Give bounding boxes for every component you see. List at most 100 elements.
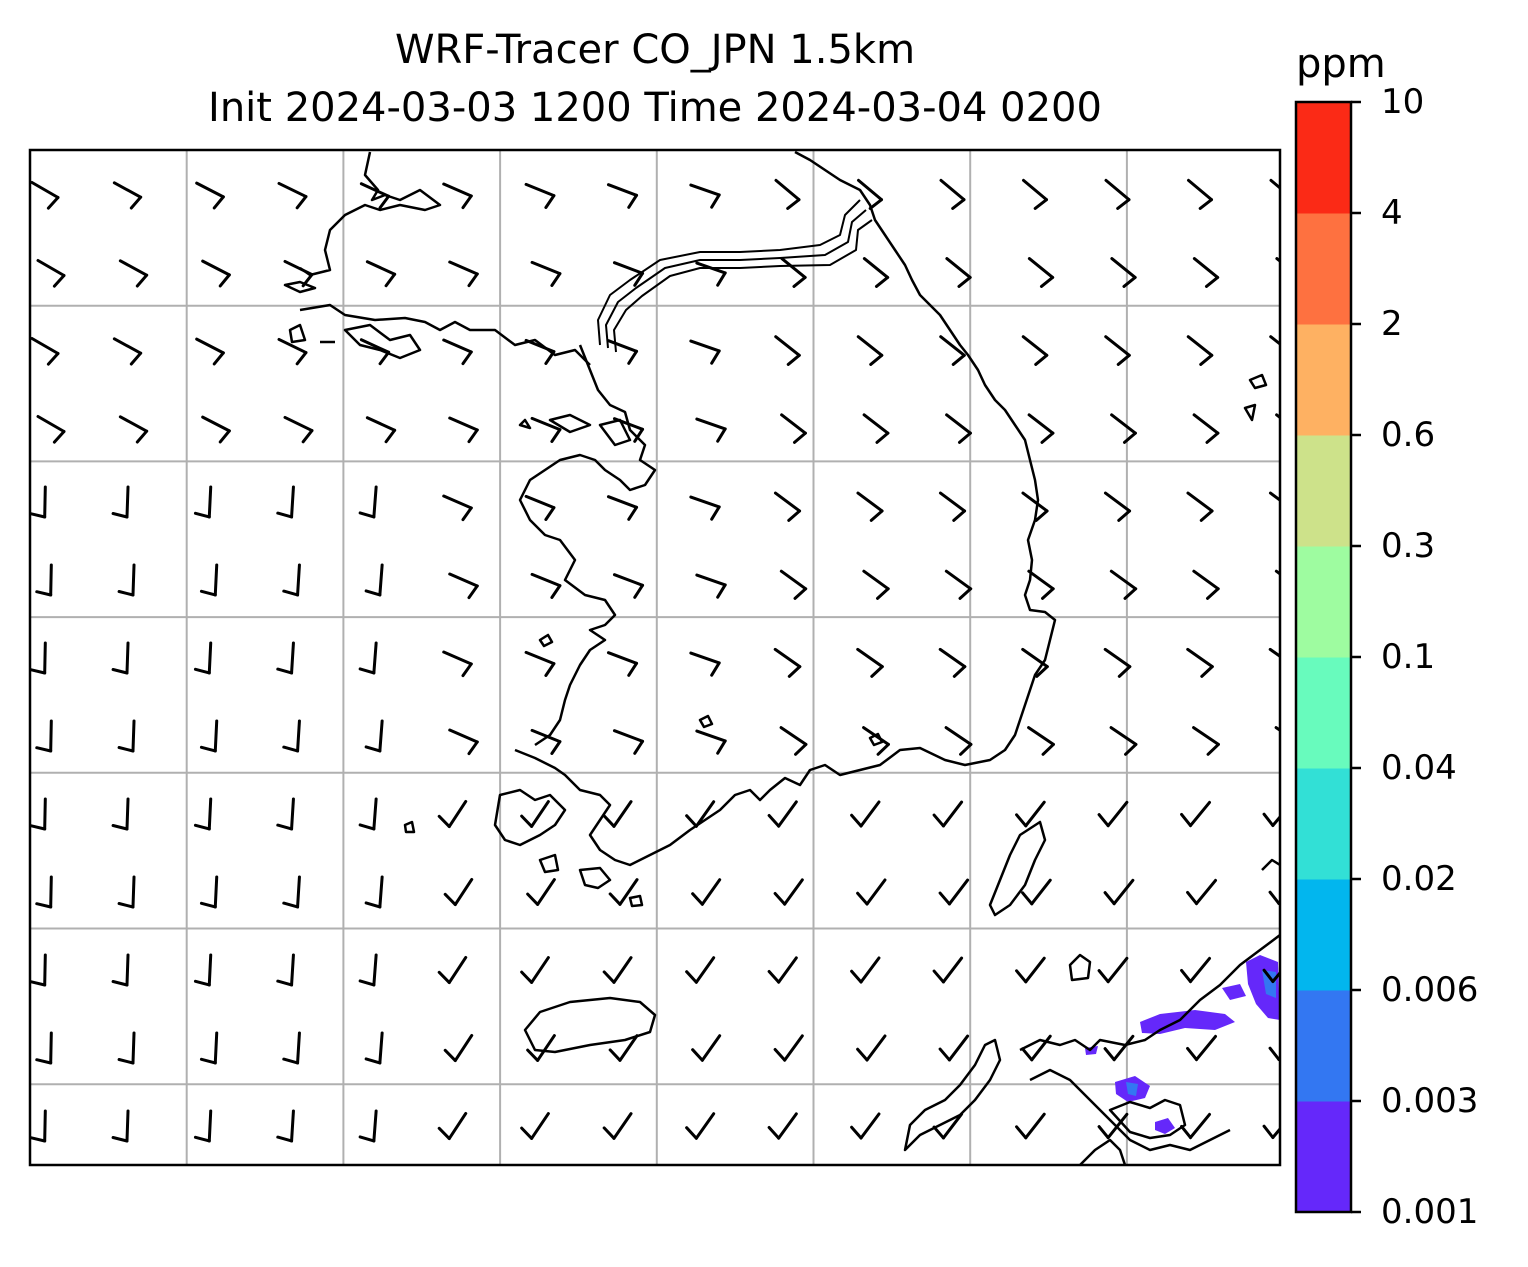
wind-barb <box>685 956 716 984</box>
wind-barb <box>437 1111 468 1141</box>
wind-barb <box>691 1034 722 1062</box>
wind-barb <box>689 339 721 365</box>
wind-barb <box>201 415 231 444</box>
wind-barb <box>689 495 721 521</box>
colorbar-tick-label: 0.006 <box>1381 970 1479 1010</box>
wind-barb <box>932 800 964 828</box>
colorbar-tick-label: 0.001 <box>1381 1192 1479 1232</box>
wind-barb <box>850 1112 881 1140</box>
wind-barb <box>1268 647 1280 659</box>
wind-barb <box>35 563 53 597</box>
wind-barb <box>530 728 562 755</box>
wind-barb <box>1192 569 1220 600</box>
wind-barb <box>1015 1112 1046 1140</box>
wind-barb <box>524 650 556 677</box>
wind-barb <box>939 335 966 366</box>
wind-barb <box>606 495 639 521</box>
wind-barb <box>1097 800 1129 828</box>
wind-barb <box>442 494 473 522</box>
wind-barb <box>857 178 883 210</box>
map-frame <box>28 148 1282 1167</box>
wind-barb <box>282 1031 301 1065</box>
wind-barb <box>524 494 556 521</box>
wind-barb <box>773 647 802 678</box>
colorbar-tick-label: 0.3 <box>1381 526 1436 566</box>
wind-barb <box>359 338 391 366</box>
wind-barb <box>1103 491 1132 522</box>
wind-barb <box>939 178 966 210</box>
wind-barb <box>850 956 881 984</box>
wind-barb <box>193 485 213 519</box>
wind-barb <box>193 1109 213 1143</box>
wind-barb <box>773 1034 804 1062</box>
wind-barb <box>862 569 890 600</box>
wind-barb <box>193 953 213 987</box>
wind-barb <box>520 956 550 984</box>
wind-barb <box>612 573 645 599</box>
wind-barb <box>30 181 60 210</box>
wind-barb <box>30 953 47 987</box>
wind-barb <box>1186 335 1214 366</box>
wind-barb <box>938 878 970 906</box>
colorbar-segment <box>1296 546 1351 658</box>
wind-barb <box>938 647 967 678</box>
wind-barb <box>1103 1034 1135 1062</box>
wind-barb <box>526 878 556 906</box>
wind-barb <box>695 261 727 287</box>
wind-barb <box>448 260 479 288</box>
wind-barb <box>780 413 807 444</box>
wind-barb <box>856 647 884 678</box>
wind-barbs <box>30 178 1280 1143</box>
wind-barb <box>530 416 562 443</box>
wind-barb <box>117 1031 136 1065</box>
wind-barb <box>117 719 136 753</box>
wind-barb <box>1110 257 1137 288</box>
wind-barb <box>437 955 468 985</box>
wind-barb <box>1109 726 1138 756</box>
wind-barb <box>1186 491 1214 522</box>
wind-barb <box>364 563 384 597</box>
wind-barb <box>1262 1124 1280 1139</box>
colorbar-tick-label: 10 <box>1381 82 1425 122</box>
wind-barb <box>117 875 136 909</box>
wind-barb <box>767 956 798 984</box>
wind-barb <box>1192 726 1220 756</box>
wind-barb <box>442 650 473 678</box>
wind-barb <box>358 953 378 987</box>
wind-barb <box>358 485 378 519</box>
wind-barb <box>524 182 556 209</box>
wind-barb <box>606 183 639 209</box>
wind-barb <box>112 337 143 366</box>
wind-barb <box>30 641 47 675</box>
wind-barb <box>117 563 136 597</box>
wind-barb <box>780 257 807 288</box>
wind-barb <box>520 1112 550 1140</box>
map-background <box>30 150 1280 1165</box>
wind-barb <box>443 877 474 907</box>
wind-barb <box>1021 647 1049 678</box>
colorbar-segment <box>1296 102 1351 214</box>
wind-barb <box>602 1112 633 1140</box>
wind-barb <box>608 1034 639 1062</box>
wind-barb <box>276 641 295 675</box>
wind-barb <box>685 800 716 828</box>
wind-barb <box>111 797 130 831</box>
wind-barb <box>695 729 727 755</box>
wind-barb <box>358 641 378 675</box>
colorbar-segment <box>1296 213 1351 325</box>
wind-barb <box>774 335 801 366</box>
colorbar-tick-label: 0.003 <box>1381 1081 1479 1121</box>
wind-barb <box>276 797 295 831</box>
tracer-contour-low <box>1155 1118 1175 1134</box>
wind-barb <box>767 800 798 828</box>
wind-barb <box>1192 413 1220 444</box>
wind-barb <box>358 1109 378 1143</box>
wind-barb <box>856 1034 887 1062</box>
wind-barb <box>944 726 973 756</box>
wind-barb <box>283 259 314 288</box>
wind-barb <box>945 257 972 288</box>
wind-barb <box>30 485 47 519</box>
wind-barb <box>1097 956 1129 984</box>
wind-barb <box>944 569 973 600</box>
